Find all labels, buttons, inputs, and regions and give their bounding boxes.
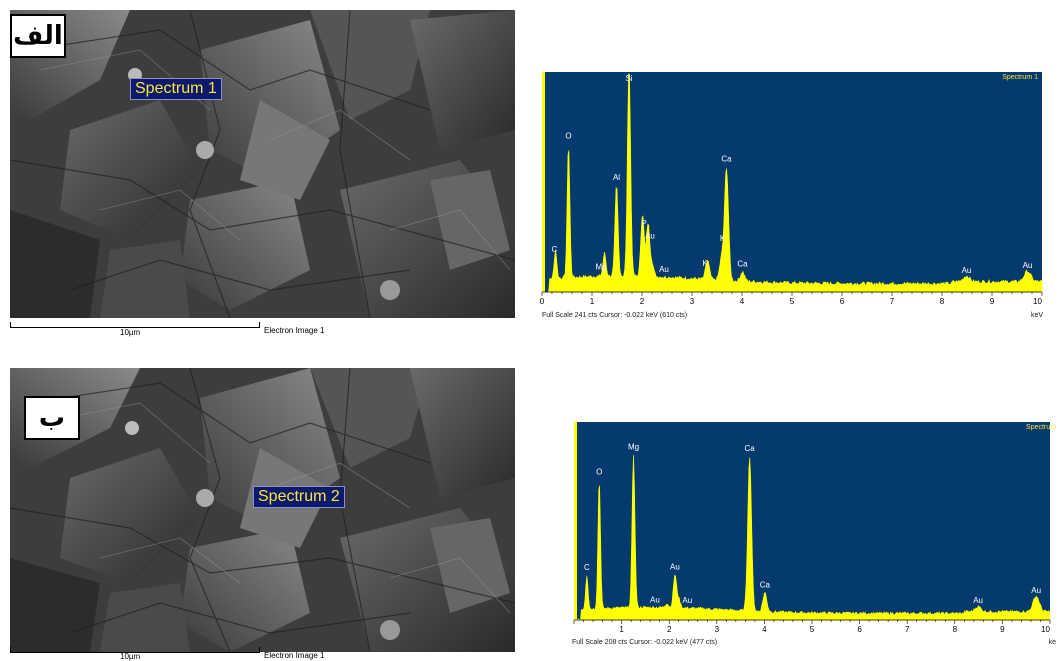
peak-label: Au bbox=[659, 265, 669, 274]
x-tick-label: 6 bbox=[840, 297, 845, 306]
x-tick-label: 3 bbox=[715, 625, 720, 634]
peak-label: Ca bbox=[760, 581, 771, 590]
spectrum-footer: Full Scale 241 cts Cursor: -0.022 keV (6… bbox=[542, 312, 687, 319]
x-tick-label: 2 bbox=[667, 625, 672, 634]
electron-image-label-2: Electron Image 1 bbox=[264, 651, 325, 660]
scale-bar-label-2: 10µm bbox=[120, 652, 141, 661]
peak-label: Al bbox=[613, 173, 620, 182]
sem-texture-1 bbox=[10, 10, 515, 318]
eds-plot-1: C O Mg Al Si P Au Au K K Ca Ca Au Au Spectrum 1 0 1 2 3 4 5 6… bbox=[540, 72, 1043, 319]
spectrum-left-edge bbox=[542, 72, 545, 292]
peak-label: Au bbox=[1023, 261, 1033, 270]
peak-label: Au bbox=[1031, 586, 1041, 595]
x-tick-label: 1 bbox=[590, 297, 595, 306]
x-tick-label: 1 bbox=[619, 625, 624, 634]
x-tick-label: 8 bbox=[953, 625, 958, 634]
peak-label: Ca bbox=[721, 155, 732, 164]
peak-label: Au bbox=[650, 595, 660, 604]
x-tick-label: 8 bbox=[940, 297, 945, 306]
x-tick-label: 0 bbox=[540, 297, 545, 306]
peak-label: Au bbox=[670, 562, 680, 571]
spectrum-footer: Full Scale 208 cts Cursor: -0.022 keV (4… bbox=[572, 639, 717, 646]
spectrum-title: Spectrum 1 bbox=[1002, 74, 1038, 81]
peak-label: Ca bbox=[745, 444, 756, 453]
spectrum-left-edge bbox=[574, 422, 577, 620]
spectrum-area bbox=[541, 73, 1043, 293]
peak-label: Au bbox=[645, 232, 655, 241]
eds-background bbox=[574, 422, 1050, 620]
x-tick-label: 7 bbox=[905, 625, 910, 634]
sem-image-2 bbox=[10, 368, 515, 652]
sem-image-1 bbox=[10, 10, 515, 318]
peak-label: Mg bbox=[595, 263, 606, 272]
eds-chart-1: C O Mg Al Si P Au Au K K Ca Ca Au Au Spectrum 1 0 1 2 3 4 5 6… bbox=[540, 72, 1045, 320]
x-axis-label: ke bbox=[1049, 639, 1057, 646]
x-tick-label: 5 bbox=[810, 625, 815, 634]
peak-label: Si bbox=[625, 74, 632, 83]
scale-bar-2: 10µm Electron Image 1 bbox=[10, 645, 370, 661]
sem-texture-2 bbox=[10, 368, 515, 652]
x-tick-label: 4 bbox=[762, 625, 767, 634]
x-tick-label: 7 bbox=[890, 297, 895, 306]
scale-bar-1: 10µm Electron Image 1 bbox=[10, 320, 370, 337]
scale-bar-label-1: 10µm bbox=[120, 328, 141, 337]
peak-label: Au bbox=[973, 596, 983, 605]
peak-label: C bbox=[584, 563, 590, 572]
peak-label: C bbox=[552, 245, 558, 254]
peak-label: O bbox=[596, 467, 602, 476]
x-tick-label: 2 bbox=[640, 297, 645, 306]
x-tick-label: 6 bbox=[857, 625, 862, 634]
spectrum-label-2: Spectrum 2 bbox=[253, 486, 345, 508]
peak-label: K bbox=[720, 234, 726, 243]
spectrum-area bbox=[573, 454, 1051, 621]
x-tick-label: 10 bbox=[1041, 625, 1050, 634]
x-axis-label: keV bbox=[1031, 312, 1043, 319]
peak-label: O bbox=[565, 132, 571, 141]
peak-label: P bbox=[641, 219, 646, 228]
spectrum-label-1: Spectrum 1 bbox=[130, 78, 222, 100]
eds-plot-2: C O Mg Au Au Au Ca Ca Au Au Spectrum 1 2 3 4 5 6 7 8 9 10 Ful… bbox=[572, 422, 1057, 646]
x-tick-label: 4 bbox=[740, 297, 745, 306]
spectrum-title: Spectrum bbox=[1026, 424, 1056, 431]
panel-tag-a: الف bbox=[10, 14, 66, 58]
peak-label: Mg bbox=[628, 442, 639, 451]
x-tick-label: 9 bbox=[990, 297, 995, 306]
peak-label: Ca bbox=[737, 260, 748, 269]
peak-label: K bbox=[702, 259, 708, 268]
peak-label: Au bbox=[682, 596, 692, 605]
x-tick-label: 5 bbox=[790, 297, 795, 306]
x-tick-label: 3 bbox=[690, 297, 695, 306]
panel-tag-b: ب bbox=[24, 396, 80, 440]
peak-label: Au bbox=[962, 266, 972, 275]
x-tick-label: 9 bbox=[1000, 625, 1005, 634]
electron-image-label-1: Electron Image 1 bbox=[264, 326, 325, 335]
eds-chart-2: C O Mg Au Au Au Ca Ca Au Au Spectrum 1 2 3 4 5 6 7 8 9 10 Ful… bbox=[570, 422, 1058, 647]
x-tick-label: 10 bbox=[1033, 297, 1042, 306]
